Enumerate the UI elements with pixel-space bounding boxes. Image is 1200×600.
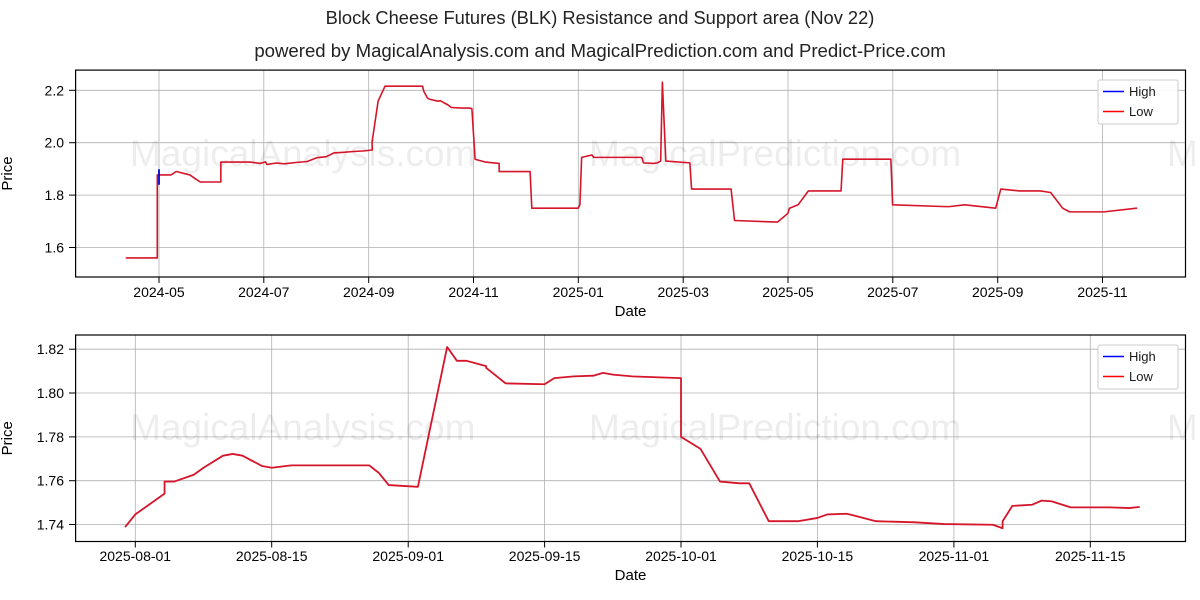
svg-text:2025-09-15: 2025-09-15 bbox=[509, 548, 581, 564]
svg-text:MagicalAnalysis.com: MagicalAnalysis.com bbox=[130, 407, 475, 448]
svg-text:2025-08-01: 2025-08-01 bbox=[99, 548, 171, 564]
svg-text:2024-07: 2024-07 bbox=[238, 284, 290, 300]
svg-text:1.76: 1.76 bbox=[37, 473, 64, 489]
svg-text:2025-11-01: 2025-11-01 bbox=[919, 548, 990, 564]
svg-text:M: M bbox=[1167, 407, 1198, 448]
svg-text:2025-01: 2025-01 bbox=[553, 284, 605, 300]
svg-text:2025-10-01: 2025-10-01 bbox=[645, 548, 717, 564]
svg-text:1.80: 1.80 bbox=[37, 385, 64, 401]
svg-text:High: High bbox=[1129, 349, 1156, 364]
svg-text:Date: Date bbox=[615, 567, 647, 584]
svg-text:2025-03: 2025-03 bbox=[658, 284, 710, 300]
svg-text:2024-11: 2024-11 bbox=[448, 284, 499, 300]
svg-text:High: High bbox=[1129, 84, 1156, 99]
svg-text:2025-10-15: 2025-10-15 bbox=[782, 548, 854, 564]
svg-text:2025-09: 2025-09 bbox=[972, 284, 1024, 300]
svg-text:2.2: 2.2 bbox=[45, 82, 65, 98]
svg-text:MagicalPrediction.com: MagicalPrediction.com bbox=[589, 133, 961, 174]
svg-text:1.6: 1.6 bbox=[45, 240, 65, 256]
svg-text:2.0: 2.0 bbox=[45, 135, 65, 151]
svg-text:Low: Low bbox=[1129, 104, 1153, 119]
svg-text:Low: Low bbox=[1129, 369, 1153, 384]
svg-text:MagicalAnalysis.com: MagicalAnalysis.com bbox=[130, 133, 475, 174]
svg-text:2024-09: 2024-09 bbox=[343, 284, 395, 300]
svg-text:2025-08-15: 2025-08-15 bbox=[236, 548, 308, 564]
svg-text:M: M bbox=[1167, 133, 1198, 174]
svg-text:2025-11-15: 2025-11-15 bbox=[1055, 548, 1126, 564]
svg-text:1.8: 1.8 bbox=[45, 187, 65, 203]
svg-text:2025-11: 2025-11 bbox=[1077, 284, 1128, 300]
svg-text:1.74: 1.74 bbox=[37, 517, 64, 533]
svg-text:Price: Price bbox=[0, 156, 16, 190]
svg-text:2025-09-01: 2025-09-01 bbox=[372, 548, 444, 564]
svg-text:1.82: 1.82 bbox=[37, 341, 64, 357]
svg-text:2025-05: 2025-05 bbox=[762, 284, 814, 300]
svg-text:MagicalPrediction.com: MagicalPrediction.com bbox=[589, 407, 961, 448]
svg-text:1.78: 1.78 bbox=[37, 429, 64, 445]
svg-text:Date: Date bbox=[615, 303, 647, 320]
svg-text:2025-07: 2025-07 bbox=[867, 284, 919, 300]
svg-text:2024-05: 2024-05 bbox=[133, 284, 185, 300]
svg-text:Price: Price bbox=[0, 421, 16, 455]
